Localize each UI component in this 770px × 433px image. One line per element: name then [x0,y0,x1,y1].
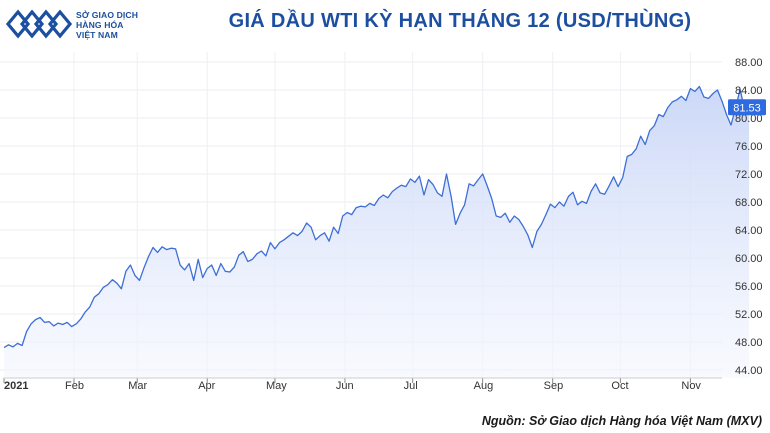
price-area [4,86,750,378]
x-axis: 2021 Feb Mar Apr May Jun Jul Aug Sep Oct Nov [3,377,722,392]
y-tick-label: 80.00 [735,113,763,125]
x-tick-label: Nov [681,380,701,392]
last-price-badge [728,99,766,116]
logo-line-3: VIỆT NAM [76,30,118,40]
y-tick-label: 88.00 [735,57,763,69]
price-line [3,85,750,349]
chart-line-layer [3,85,750,349]
y-tick-label: 64.00 [735,225,763,237]
chart-title: GIÁ DẦU WTI KỲ HẠN THÁNG 12 (USD/THÙNG) [228,10,692,32]
y-tick-label: 68.00 [735,197,763,209]
mxv-logo: SỞ GIAO DỊCH HÀNG HÓA VIỆT NAM [6,6,166,42]
y-tick-label: 52.00 [735,309,763,321]
mxv-logo-mark-icon [6,9,72,39]
logo-line-2: HÀNG HÓA [76,20,124,30]
y-tick-label: 76.00 [735,141,763,153]
last-price-layer: 81.53 [728,99,766,116]
y-tick-label: 72.00 [735,169,763,181]
x-tick-label: Jul [404,380,418,392]
y-tick-label: 84.00 [735,85,763,97]
logo-line-1: SỞ GIAO DỊCH [76,10,139,20]
x-tick-label: Apr [198,380,215,392]
last-price-label: 81.53 [733,102,761,114]
mxv-logo-text: SỞ GIAO DỊCH HÀNG HÓA VIỆT NAM [76,10,138,40]
x-tick-label: Feb [65,380,84,392]
source-note: Nguồn: Sở Giao dịch Hàng hóa Việt Nam (M… [481,414,762,428]
x-tick-label: Aug [474,380,494,392]
y-axis: 44.00 48.00 52.00 56.00 60.00 64.00 68.00 72.00… [735,57,763,377]
y-tick-label: 44.00 [735,365,763,377]
y-tick-label: 60.00 [735,253,763,265]
y-tick-label: 56.00 [735,281,763,293]
y-tick-label: 48.00 [735,337,763,349]
x-tick-label: May [266,380,287,392]
x-tick-label: Mar [128,380,147,392]
chart-area-layer [4,86,750,378]
x-tick-label: Jun [336,380,354,392]
x-tick-label: Oct [611,380,628,392]
x-tick-label: Sep [544,380,564,392]
x-tick-label: 2021 [4,380,28,392]
